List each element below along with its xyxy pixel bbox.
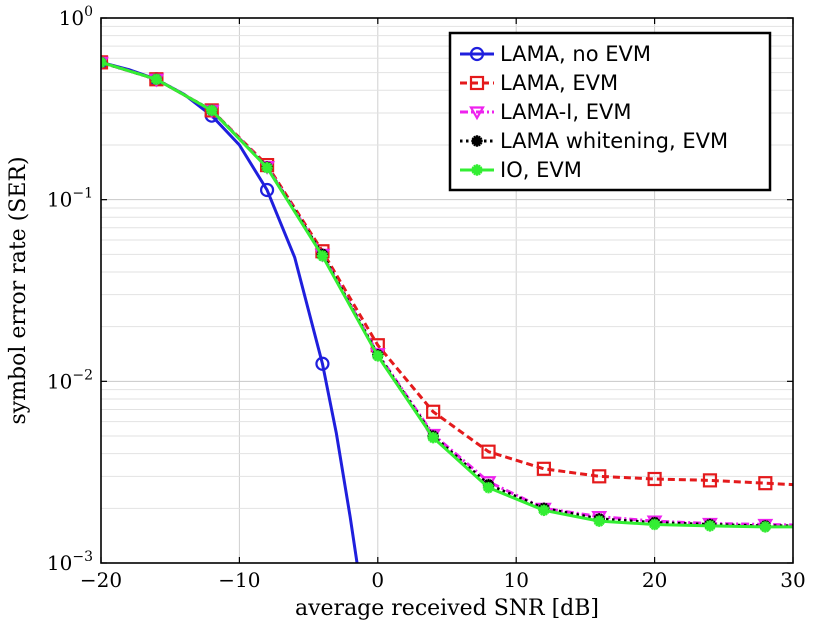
data-point	[481, 444, 496, 459]
series-line	[101, 60, 793, 529]
data-point	[315, 356, 330, 371]
data-point	[704, 520, 716, 532]
x-tick-label: 10	[503, 568, 528, 592]
x-tick-label: −10	[218, 568, 260, 592]
data-point	[261, 161, 273, 174]
y-tick-label: 10−2	[47, 367, 93, 393]
series-line	[101, 60, 359, 563]
legend-marker	[471, 164, 483, 176]
data-point	[427, 431, 439, 444]
data-point	[593, 515, 605, 527]
axis-ticks: −20 −10 0 10 20 30 100 10−1 10−2 10−3	[47, 4, 806, 592]
x-tick-label: 30	[780, 568, 805, 592]
x-tick-label: 20	[642, 568, 667, 592]
data-point	[648, 518, 661, 531]
data-point	[592, 469, 607, 484]
data-point	[536, 461, 551, 476]
legend-label: LAMA-I, EVM	[500, 100, 631, 124]
legend-marker	[469, 46, 485, 62]
data-point	[316, 250, 329, 262]
series-layer	[101, 55, 793, 563]
legend-label: IO, EVM	[500, 158, 582, 182]
legend-label: LAMA whitening, EVM	[500, 129, 728, 153]
data-point	[647, 471, 662, 487]
data-point	[758, 476, 773, 491]
data-point	[426, 404, 441, 419]
legend: LAMA, no EVM LAMA, EVM LAMA-I, EVM LAMA whi…	[448, 31, 772, 192]
series-5	[101, 56, 793, 533]
y-tick-label: 100	[59, 4, 93, 30]
legend-marker	[469, 75, 485, 91]
data-point	[372, 350, 384, 362]
data-point	[482, 481, 495, 494]
legend-label: LAMA, no EVM	[500, 42, 651, 66]
x-axis-label: average received SNR [dB]	[295, 596, 599, 621]
data-point	[259, 182, 275, 198]
data-point	[759, 521, 772, 533]
plot-frame	[100, 17, 794, 564]
legend-marker	[471, 135, 483, 147]
series-line	[101, 60, 793, 528]
data-point	[101, 55, 109, 70]
y-axis-label: symbol error rate (SER)	[6, 156, 31, 424]
data-point	[702, 473, 718, 488]
y-tick-label: 10−1	[47, 186, 93, 212]
y-tick-label: 10−3	[47, 549, 93, 575]
legend-label: LAMA, EVM	[500, 71, 618, 95]
legend-marker	[469, 106, 485, 121]
series-1	[101, 55, 359, 563]
x-tick-label: −20	[80, 568, 122, 592]
data-point	[206, 104, 218, 117]
x-tick-label: 0	[371, 568, 384, 592]
legend-box	[448, 31, 772, 192]
data-point	[150, 73, 163, 85]
data-point	[538, 504, 550, 517]
